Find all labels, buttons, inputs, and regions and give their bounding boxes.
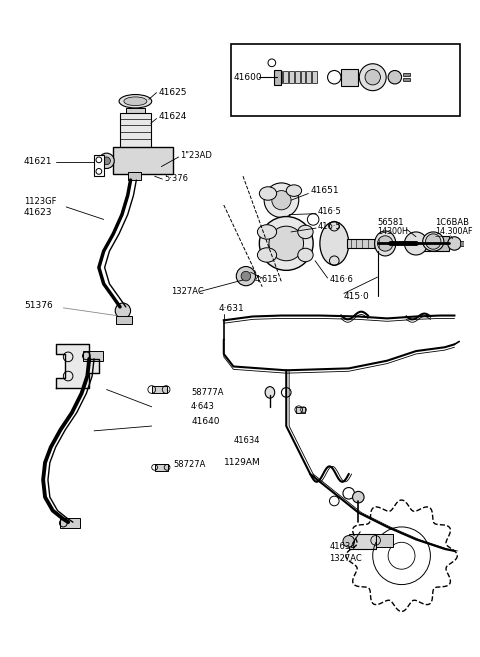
Ellipse shape <box>375 231 396 256</box>
Text: 1"23AD: 1"23AD <box>180 150 213 160</box>
Circle shape <box>269 226 303 261</box>
Ellipse shape <box>298 225 313 238</box>
Bar <box>312 72 317 83</box>
Bar <box>94 155 104 176</box>
Circle shape <box>272 191 291 210</box>
Bar <box>283 72 288 83</box>
Circle shape <box>343 535 354 547</box>
Bar <box>113 147 173 174</box>
Bar <box>126 108 145 114</box>
Circle shape <box>264 183 299 217</box>
Text: 41651: 41651 <box>310 186 339 195</box>
Ellipse shape <box>119 95 152 108</box>
Polygon shape <box>56 344 99 388</box>
Bar <box>152 386 167 394</box>
Text: 14300H: 14300H <box>378 227 408 237</box>
Circle shape <box>360 64 386 91</box>
Ellipse shape <box>265 386 275 398</box>
Bar <box>347 238 390 248</box>
Text: 41621: 41621 <box>24 157 52 166</box>
Text: 1327AC: 1327AC <box>329 554 362 563</box>
Circle shape <box>378 236 393 251</box>
Text: 51376: 51376 <box>24 302 53 310</box>
Ellipse shape <box>423 232 444 251</box>
Text: 416·5: 416·5 <box>318 221 342 231</box>
Text: 58777A: 58777A <box>191 388 224 397</box>
Bar <box>231 43 460 116</box>
Text: 41634: 41634 <box>233 436 260 445</box>
Ellipse shape <box>286 185 301 196</box>
Bar <box>403 74 410 76</box>
Circle shape <box>236 267 255 286</box>
Circle shape <box>448 237 461 250</box>
Circle shape <box>365 70 381 85</box>
Bar <box>155 464 168 471</box>
Circle shape <box>241 271 251 281</box>
Bar <box>403 78 410 81</box>
Text: 4·643: 4·643 <box>191 402 215 411</box>
Bar <box>376 533 393 547</box>
Bar <box>460 240 464 246</box>
Circle shape <box>115 303 131 319</box>
Text: 41634: 41634 <box>329 541 356 551</box>
Circle shape <box>352 491 364 503</box>
Bar <box>60 518 80 528</box>
Bar <box>116 317 132 324</box>
Bar <box>289 72 294 83</box>
Text: 5·376: 5·376 <box>164 173 188 183</box>
Ellipse shape <box>298 248 313 261</box>
Bar <box>433 236 449 251</box>
Bar <box>274 70 281 85</box>
Text: 1C6BAB: 1C6BAB <box>435 218 469 227</box>
Text: 58727A: 58727A <box>174 460 206 469</box>
Text: 416·6: 416·6 <box>329 275 353 284</box>
Circle shape <box>405 232 428 255</box>
Text: 1129AM: 1129AM <box>224 458 261 467</box>
Circle shape <box>99 153 114 168</box>
Text: 14.300AF: 14.300AF <box>435 227 473 237</box>
Bar <box>348 533 376 549</box>
Text: 4·615: 4·615 <box>254 275 278 284</box>
Circle shape <box>103 157 110 165</box>
Bar <box>300 72 305 83</box>
Ellipse shape <box>257 225 276 239</box>
Text: 1327AC: 1327AC <box>171 287 204 296</box>
Bar <box>414 236 435 251</box>
Bar <box>128 172 141 180</box>
Circle shape <box>426 234 441 249</box>
Text: 41623: 41623 <box>24 208 52 217</box>
Ellipse shape <box>320 222 348 265</box>
Text: 415·0: 415·0 <box>344 292 370 301</box>
Circle shape <box>259 217 313 271</box>
Ellipse shape <box>259 187 276 200</box>
Text: 1123GF: 1123GF <box>24 196 57 206</box>
Ellipse shape <box>124 97 147 106</box>
Text: 41624: 41624 <box>158 112 187 121</box>
Text: 41600: 41600 <box>233 73 262 81</box>
Text: 4·631: 4·631 <box>219 304 245 313</box>
Text: 416·5: 416·5 <box>318 207 342 216</box>
Bar <box>296 407 305 413</box>
Bar <box>277 72 282 83</box>
Text: 41640: 41640 <box>191 417 220 426</box>
Text: 41625: 41625 <box>158 88 187 97</box>
Circle shape <box>388 70 402 84</box>
Text: 56581: 56581 <box>378 218 404 227</box>
Ellipse shape <box>257 248 276 262</box>
Bar <box>295 72 300 83</box>
Bar <box>341 68 359 86</box>
Bar <box>84 351 103 361</box>
Bar <box>120 113 151 149</box>
Bar <box>306 72 311 83</box>
